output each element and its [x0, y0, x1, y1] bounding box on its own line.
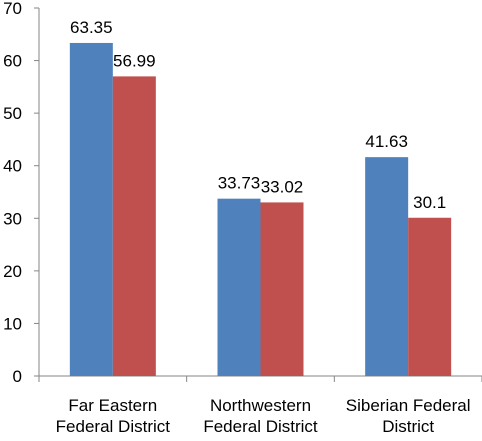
- bar-series-group: [69, 42, 452, 377]
- y-tick-label: 10: [3, 314, 22, 333]
- data-label: 30.1: [413, 193, 446, 212]
- y-tick-label: 70: [3, 0, 22, 18]
- bar: [365, 157, 409, 376]
- chart-axes: 0 10 20 30 40 50 60 70 Far Eastern Federal Distri…: [3, 0, 482, 436]
- y-tick-label: 60: [3, 52, 22, 71]
- bar: [408, 217, 452, 376]
- x-category-label: Far Eastern Federal District: [56, 396, 171, 436]
- data-label: 56.99: [113, 51, 156, 70]
- bar: [217, 198, 261, 376]
- y-tick-label: 30: [3, 209, 22, 228]
- y-tick-label: 0: [13, 367, 22, 386]
- bar: [260, 202, 304, 376]
- y-tick-label: 20: [3, 262, 22, 281]
- bar: [112, 76, 156, 376]
- data-label: 33.73: [218, 174, 261, 193]
- x-category-label: Northwestern Federal District: [203, 396, 318, 436]
- x-category-label: Siberian Federal District: [346, 396, 471, 436]
- y-tick-label: 50: [3, 104, 22, 123]
- bar: [69, 42, 113, 377]
- data-label: 41.63: [365, 132, 408, 151]
- data-label: 33.02: [261, 177, 304, 196]
- data-label: 63.35: [70, 18, 113, 37]
- y-tick-label: 40: [3, 157, 22, 176]
